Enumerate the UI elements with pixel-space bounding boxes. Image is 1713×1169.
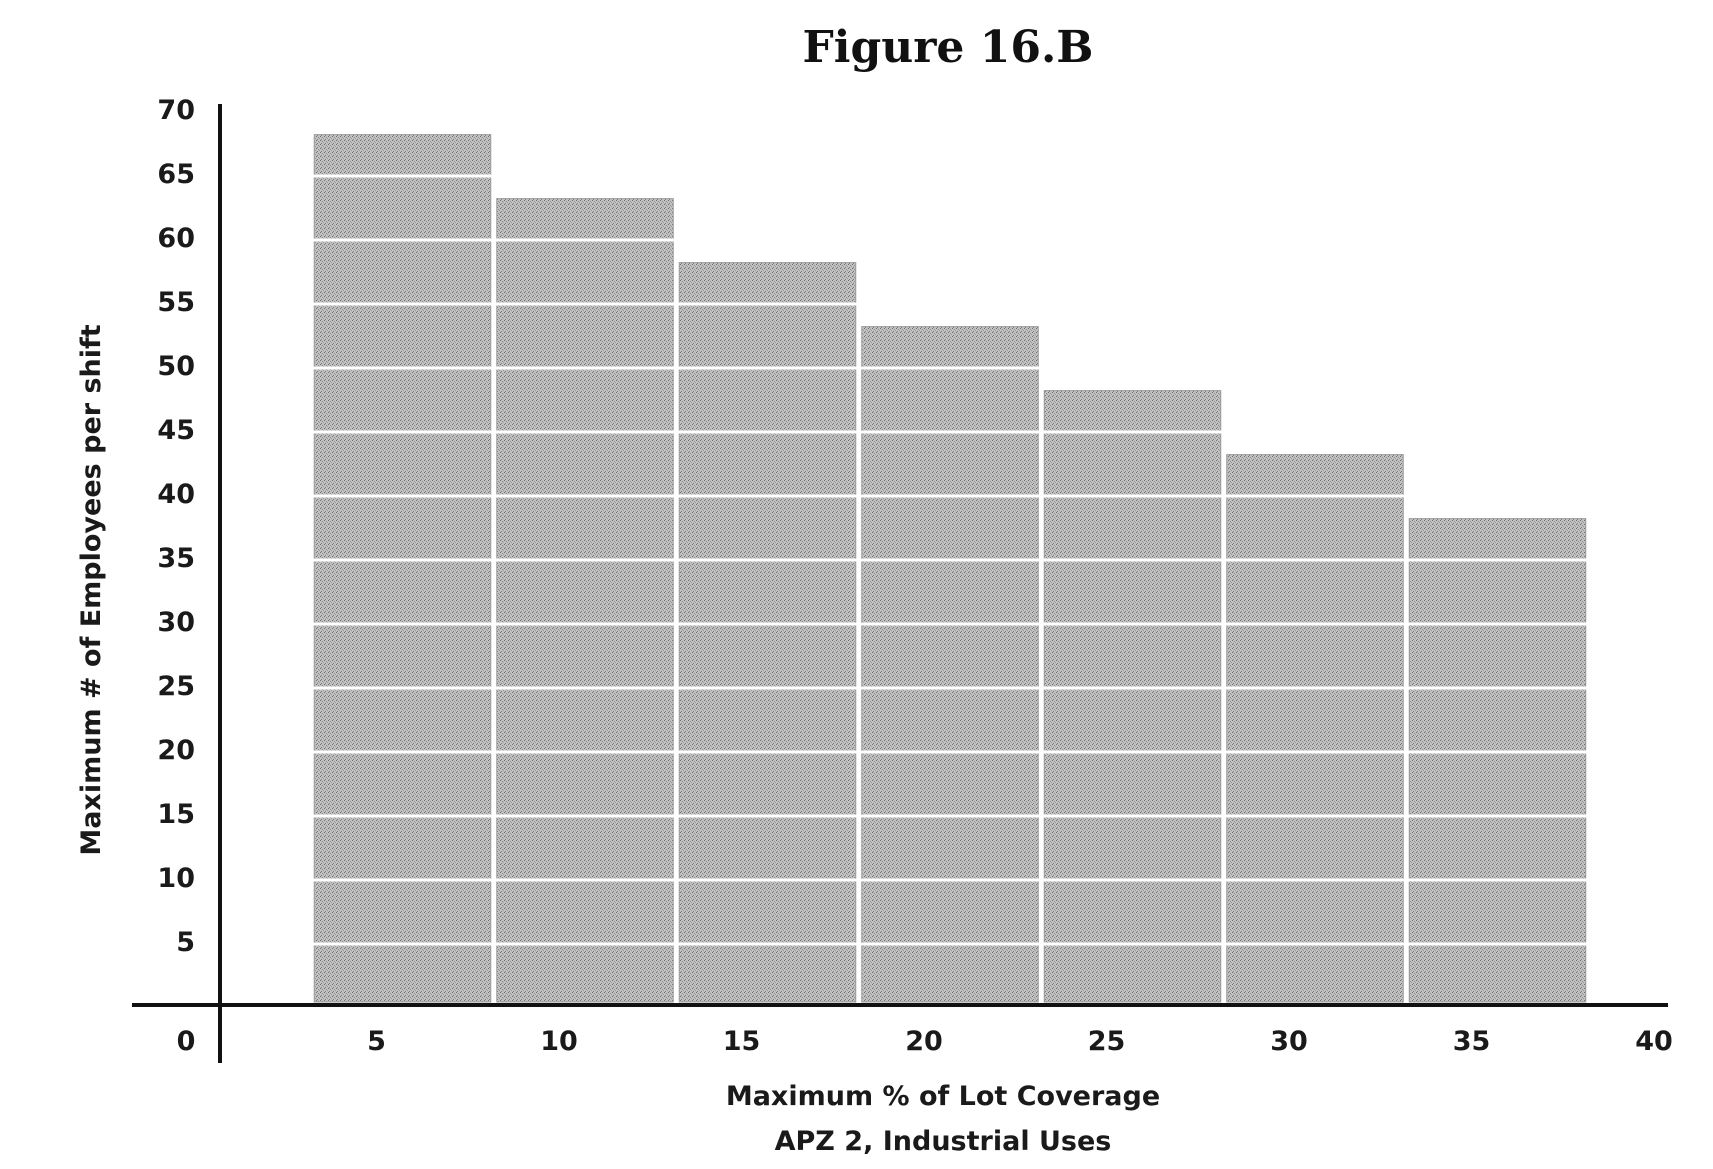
x-tick-label-30: 30 <box>1270 1026 1308 1057</box>
chart-subtitle: APZ 2, Industrial Uses <box>775 1126 1112 1157</box>
bar-30 <box>1226 454 1404 1003</box>
bars <box>313 134 1587 1003</box>
y-tick-label-65: 65 <box>157 159 195 190</box>
x-tick-label-35: 35 <box>1453 1026 1491 1057</box>
y-tick-label-15: 15 <box>157 799 195 830</box>
bar-25 <box>1043 390 1222 1003</box>
y-tick-label-10: 10 <box>157 863 195 894</box>
bar-15 <box>678 262 857 1003</box>
x-axis-label: Maximum % of Lot Coverage <box>726 1081 1160 1112</box>
x-tick-labels: 0 5 10 15 20 25 30 35 40 <box>177 1026 1673 1057</box>
y-tick-label-25: 25 <box>157 671 195 702</box>
x-tick-label-10: 10 <box>540 1026 578 1057</box>
y-tick-label-20: 20 <box>157 735 195 766</box>
y-tick-label-5: 5 <box>176 927 195 958</box>
x-tick-label-0: 0 <box>177 1026 196 1057</box>
grid-lines <box>222 174 1589 946</box>
bar-10 <box>496 198 674 1003</box>
x-tick-label-5: 5 <box>367 1026 386 1057</box>
x-tick-label-40: 40 <box>1635 1026 1673 1057</box>
x-tick-label-15: 15 <box>723 1026 761 1057</box>
x-tick-label-25: 25 <box>1088 1026 1126 1057</box>
y-tick-label-35: 35 <box>157 543 195 574</box>
y-tick-label-60: 60 <box>157 223 195 254</box>
bar-20 <box>861 326 1039 1003</box>
y-tick-labels: 5 10 15 20 25 30 35 40 45 50 55 60 65 70 <box>157 95 195 958</box>
y-tick-label-50: 50 <box>157 351 195 382</box>
x-tick-label-20: 20 <box>905 1026 943 1057</box>
bar-5 <box>313 134 492 1003</box>
y-tick-label-55: 55 <box>157 287 195 318</box>
chart-title: Figure 16.B <box>803 22 1094 73</box>
y-tick-label-30: 30 <box>157 607 195 638</box>
bar-35 <box>1408 518 1587 1003</box>
y-tick-label-40: 40 <box>157 479 195 510</box>
y-tick-label-45: 45 <box>157 415 195 446</box>
y-tick-label-70: 70 <box>157 95 195 126</box>
y-axis-label: Maximum # of Employees per shift <box>76 324 107 855</box>
